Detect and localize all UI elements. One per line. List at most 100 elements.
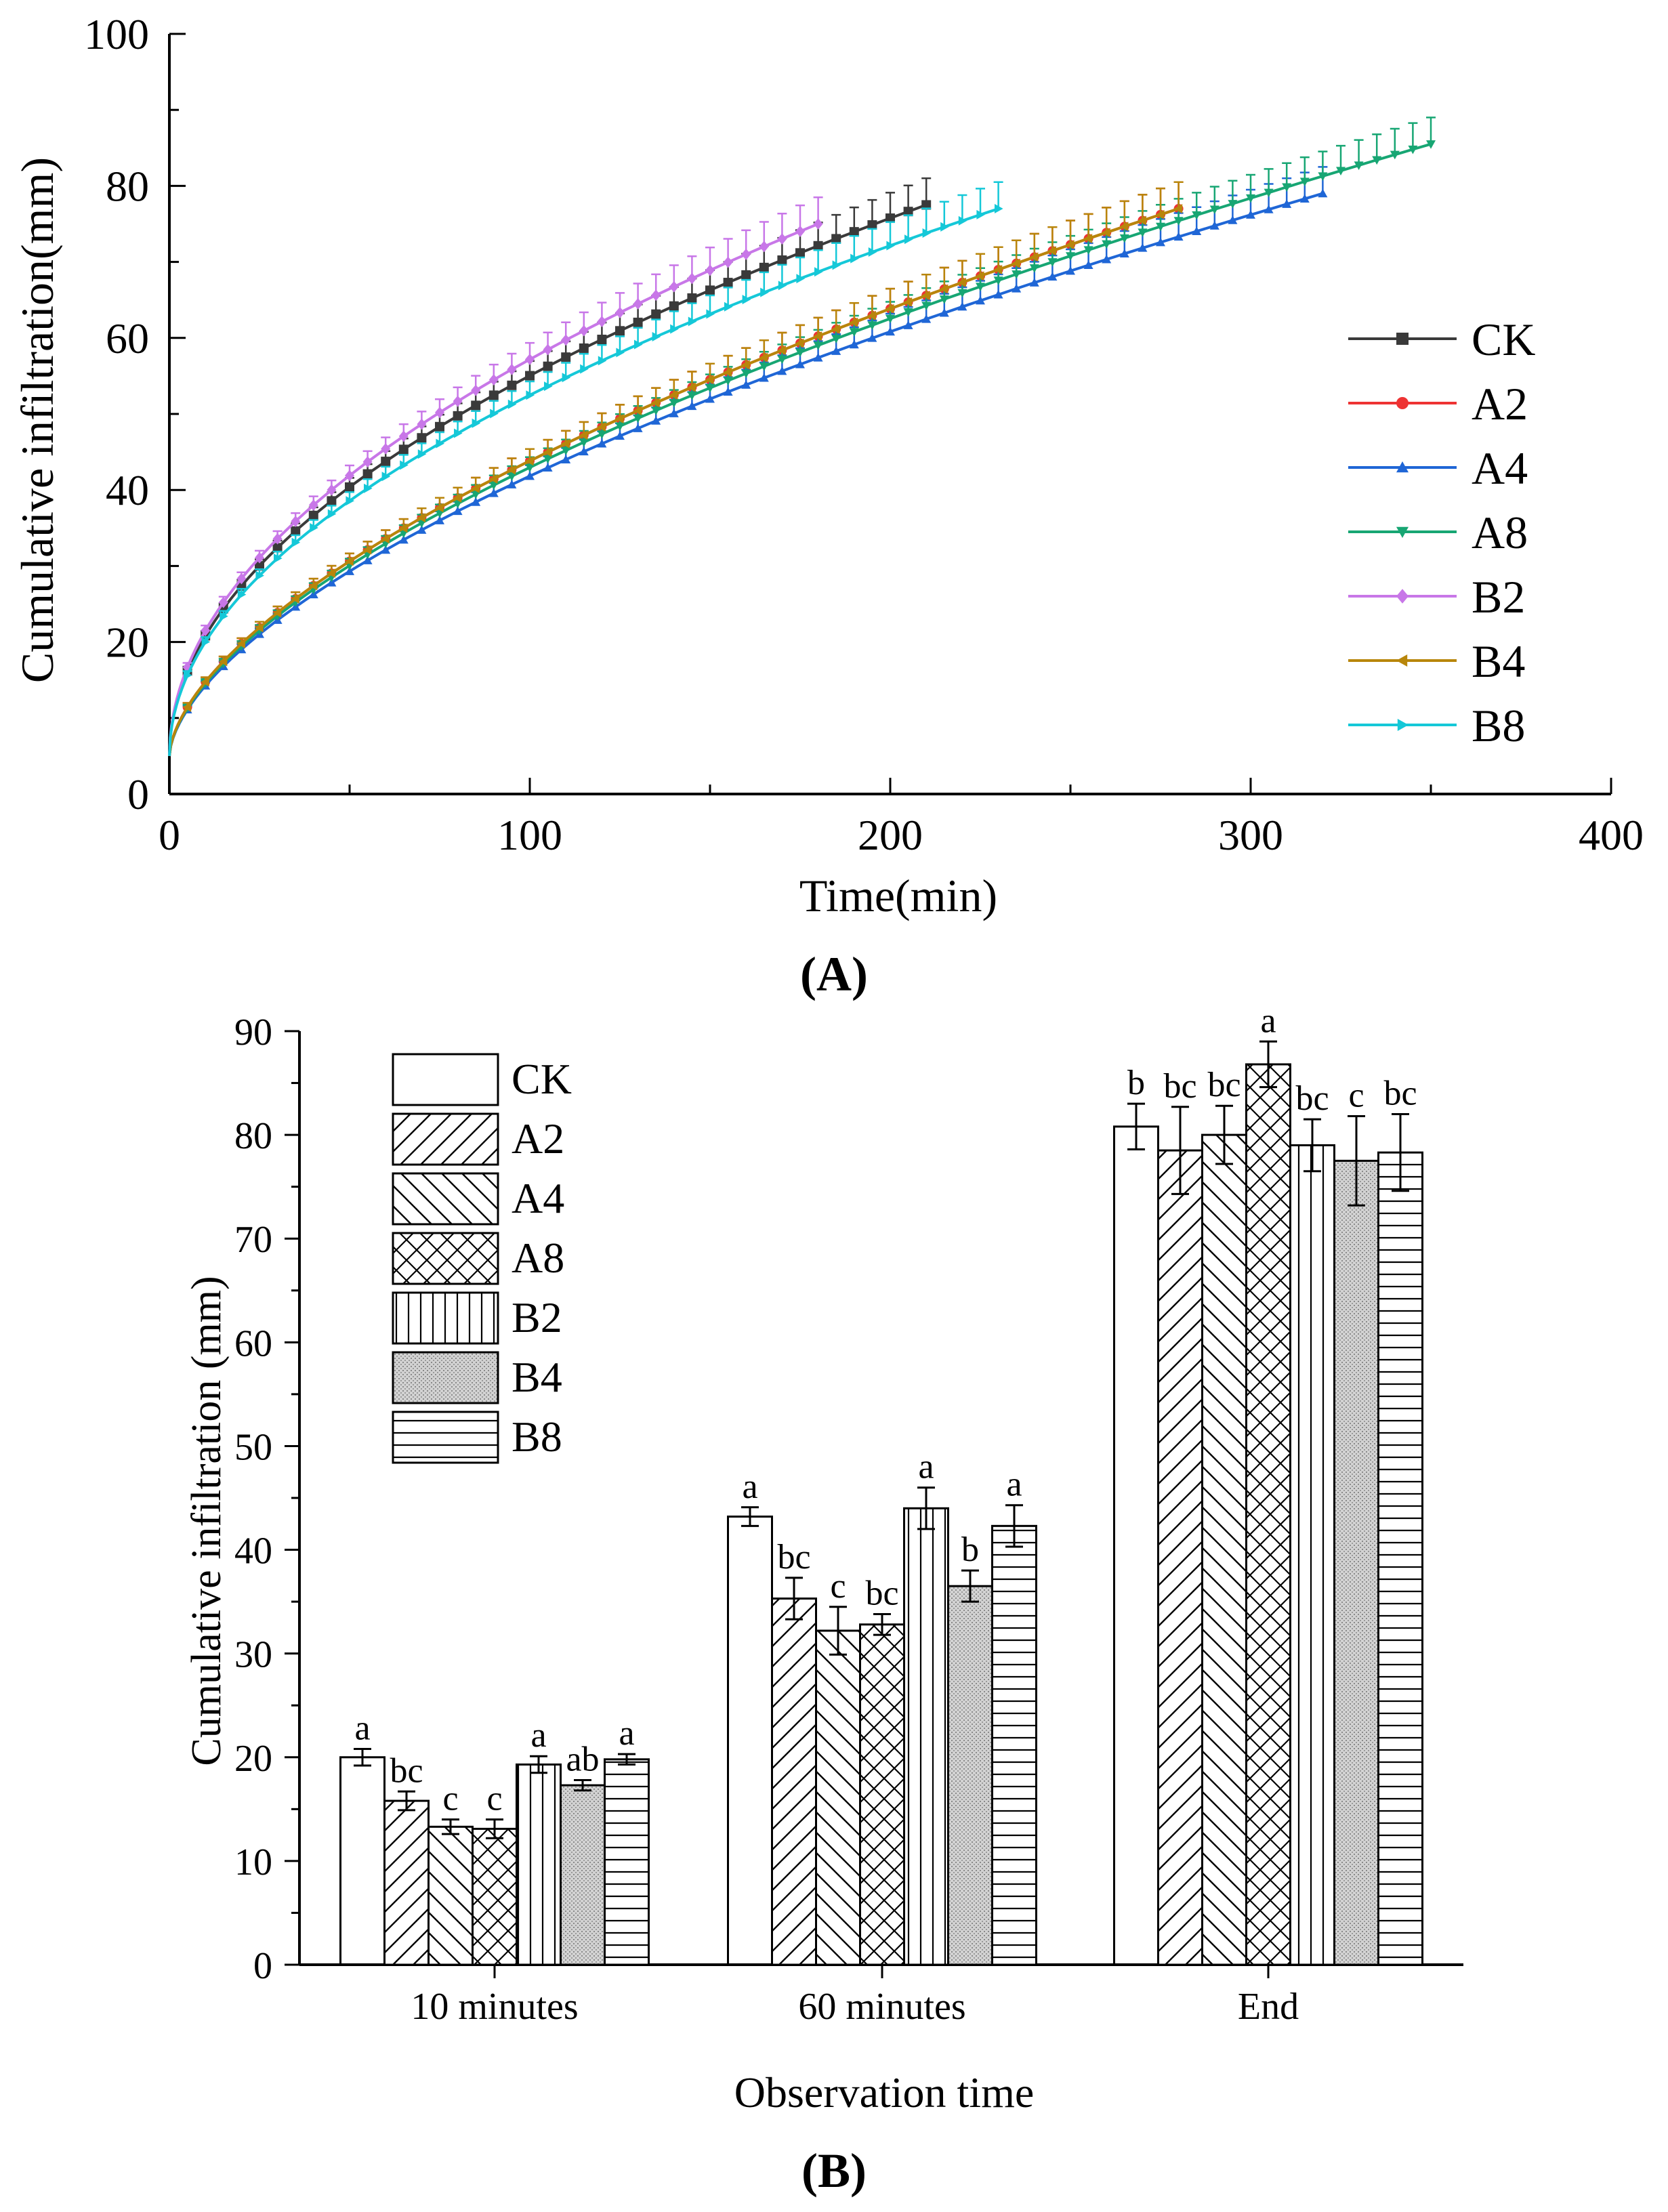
legend-marker [1396,654,1408,667]
series-marker-b8 [760,287,769,297]
significance-letter: a [530,1716,546,1755]
series-marker-a4 [1138,243,1148,252]
series-marker-b4 [1119,222,1129,232]
series-marker-b4 [398,523,408,533]
series-marker-b8 [580,364,589,374]
series-marker-b8 [958,215,967,226]
panel-a-y-tick-label: 80 [106,162,149,210]
panel-b-legend: CK A2 A4 A8 B2 B4 B8 [392,1053,572,1464]
bar-a8-0 [472,1827,518,1966]
series-marker-a4 [633,423,643,432]
legend-label: B8 [512,1413,562,1461]
legend-label: CK [1472,314,1535,365]
series-error-bar [615,335,625,353]
series-error-bar [885,221,895,246]
bar-b8-0 [604,1758,650,1966]
series-marker-a4 [417,525,427,534]
series-marker-b4 [471,483,480,493]
legend-item-a4: A4 [392,1172,564,1226]
series-marker-a4 [615,431,625,440]
series-marker-b4 [669,390,678,400]
series-marker-a8 [1173,217,1184,226]
series-marker-a8 [867,321,877,331]
series-marker-b4 [1156,209,1165,220]
series-marker-a4 [939,308,949,317]
bar-b4-1 [947,1585,993,1966]
panel-a-y-tick-label: 20 [106,619,149,667]
panel-b-x-tick-label: 10 minutes [411,1986,578,2028]
series-marker-b2 [705,264,715,276]
series-error-bar [903,280,913,302]
series-marker-b2 [687,272,697,285]
series-marker-a8 [561,446,571,455]
series-marker-b4 [795,338,804,348]
series-error-bar [957,259,967,283]
series-marker-a8 [705,384,715,393]
series-marker-b8 [742,295,751,305]
error-bar [917,1486,935,1530]
series-marker-a8 [1426,140,1436,149]
series-error-bar [723,354,733,373]
series-marker-a4 [687,401,697,411]
series-marker-b2 [291,516,301,527]
panel-a-y-tick-label: 100 [84,10,149,58]
error-bar [1005,1504,1023,1548]
series-marker-ck [705,285,715,295]
panel-a-x-tick-label: 300 [1218,811,1283,859]
series-error-bar [1372,133,1382,161]
series-marker-a8 [849,328,859,337]
series-marker-b4 [849,317,858,327]
panel-b-x-tick-label: End [1238,1986,1299,2028]
series-error-bar [921,207,932,233]
series-marker-b4 [345,556,354,566]
series-error-bar [813,249,823,272]
series-marker-b8 [706,309,715,319]
legend-swatch [392,1411,499,1464]
legend-label: B8 [1472,700,1525,751]
legend-swatch [392,1112,499,1166]
series-marker-ck [687,293,697,303]
legend-marker [1396,333,1409,345]
series-error-bar [813,316,823,337]
series-marker-ck [308,510,318,520]
significance-letter: a [619,1714,634,1753]
panel-b-y-tick-label: 60 [234,1322,272,1364]
series-marker-a4 [705,394,715,403]
series-marker-b2 [741,249,751,260]
series-marker-b4 [255,623,264,633]
series-marker-ck [272,543,283,553]
bar-a2-2 [1157,1149,1203,1966]
series-marker-a8 [993,276,1003,285]
series-marker-b2 [417,418,427,430]
panel-a-line-chart: 0 100 200 300 400 0 20 40 60 80 100 CK A2 A4 A8 B2 B4 B8… [12,10,1644,1001]
bar-ck-2 [1113,1125,1159,1966]
legend-item-ck: CK [392,1053,572,1106]
legend-item-a8: A8 [1348,507,1528,558]
bar-a8-2 [1245,1063,1291,1966]
legend-label: A2 [1472,378,1528,430]
series-marker-b4 [1083,234,1093,244]
series-marker-a8 [1246,194,1255,203]
error-bar [873,1612,891,1636]
panel-b-y-tick-label: 80 [234,1115,272,1157]
legend-item-a2: A2 [392,1112,564,1166]
series-line-ck [168,203,927,756]
series-error-bar [957,194,967,221]
series-marker-b2 [435,406,444,419]
error-bar [785,1577,803,1621]
legend-swatch [392,1232,499,1285]
series-marker-ck [669,301,679,311]
panel-b-y-tick-label: 90 [234,1011,272,1053]
error-bar [1259,1040,1277,1089]
series-marker-b8 [400,460,409,470]
series-marker-a4 [1083,260,1093,269]
series-marker-b4 [182,702,192,712]
series-marker-b8 [237,589,247,600]
series-marker-a4 [903,320,913,329]
legend-label: A4 [512,1174,564,1222]
series-marker-b4 [813,331,822,341]
series-marker-a4 [597,438,607,448]
significance-letter: bc [1295,1079,1329,1118]
series-error-bar [1390,127,1400,155]
series-marker-a8 [1228,200,1238,209]
